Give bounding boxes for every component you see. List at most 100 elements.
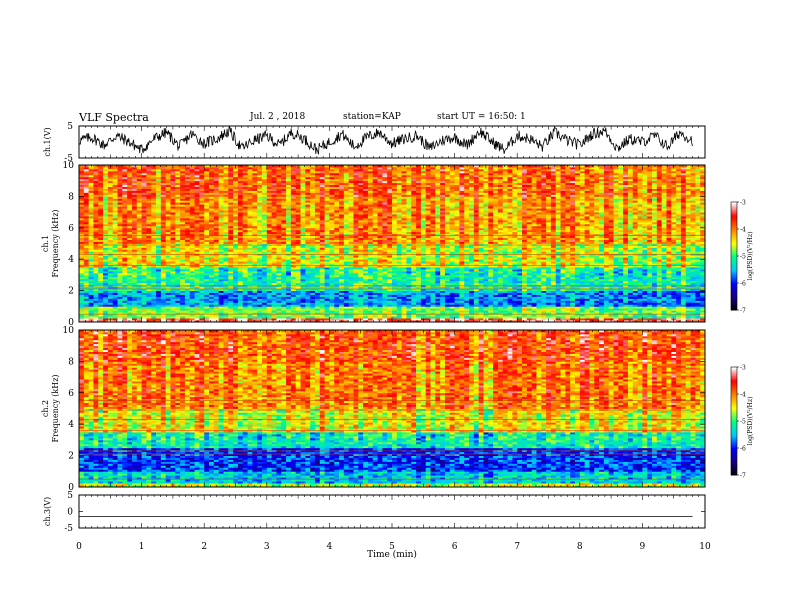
ch1-spec-cell <box>281 308 287 311</box>
ch1-spec-cell <box>647 314 653 317</box>
ch1-spec-cell <box>483 302 489 305</box>
ch1-spec-cell <box>680 294 687 297</box>
ch1-spec-cell <box>237 257 244 260</box>
ch1-spec-cell <box>175 296 181 299</box>
ch1-spec-cell <box>473 310 480 313</box>
ch1-spec-cell <box>189 302 195 305</box>
ch1-spec-cell <box>473 292 480 295</box>
ch1-spec-cell <box>156 288 162 291</box>
ch1-spec-cell <box>117 314 123 317</box>
ch1-spec-cell <box>136 249 142 252</box>
ch1-spec-cell <box>603 300 610 303</box>
ch1-spec-cell <box>151 255 157 258</box>
ch1-spec-cell <box>603 280 610 284</box>
ch1-spec-cell <box>290 296 297 299</box>
ch1-spec-cell <box>180 261 186 264</box>
ch1-spec-cell <box>502 288 508 291</box>
ch1-spec-cell <box>209 255 215 258</box>
ch1-spec-cell <box>363 274 369 278</box>
ch1-spec-cell <box>647 265 653 268</box>
ch1-spec-cell <box>507 294 513 297</box>
ch1-spec-cell <box>122 255 128 258</box>
ch1-spec-cell <box>671 261 677 264</box>
ch1-spec-cell <box>367 251 374 254</box>
ch1-spec-cell <box>286 267 292 270</box>
ch1-spec-cell <box>473 270 480 274</box>
ch1-spec-cell <box>372 263 378 266</box>
ch1-spec-cell <box>112 298 118 301</box>
ch1-spec-cell <box>497 312 504 315</box>
ch1-spec-cell <box>83 290 90 293</box>
ch1-spec-cell <box>257 274 263 278</box>
ch1-spec-cell <box>175 276 181 280</box>
ch1-spec-cell <box>411 261 417 264</box>
ch1-spec-cell <box>488 249 494 252</box>
ch1-spec-cell <box>343 298 350 301</box>
ch1-spec-cell <box>88 263 94 266</box>
ch1-spec-cell <box>411 294 417 297</box>
ch1-spec-cell <box>502 270 508 274</box>
ch1-spec-cell <box>319 304 325 307</box>
ch1-spec-cell <box>300 269 306 272</box>
ch1-spec-cell <box>377 282 383 286</box>
ch1-spec-cell <box>632 257 638 260</box>
ch1-spec-cell <box>372 272 378 276</box>
ch1-spec-cell <box>184 255 191 258</box>
ch1-spec-cell <box>531 298 537 301</box>
ch1-spec-cell <box>184 270 191 274</box>
ch1-spec-cell <box>257 288 263 291</box>
ch1-spec-cell <box>160 296 167 299</box>
ch1-spec-cell <box>531 261 537 264</box>
ch1-spec-cell <box>348 316 354 319</box>
ch1-spec-cell <box>165 257 171 260</box>
ch1-spec-cell <box>83 267 90 270</box>
ch1-spec-cell <box>526 314 533 317</box>
ch1-spec-cell <box>146 292 152 295</box>
ch1-spec-cell <box>281 312 287 315</box>
ch1-spec-cell <box>300 296 306 299</box>
ch1-spec-cell <box>261 320 268 323</box>
ch1-spec-cell <box>584 278 590 282</box>
ch1-spec-cell <box>695 320 701 323</box>
ch1-spec-cell <box>233 259 239 262</box>
ch1-spec-cell <box>266 274 273 278</box>
ch1-spec-cell <box>690 308 696 311</box>
ch1-spec-cell <box>420 292 427 295</box>
ch1-spec-cell <box>180 310 186 313</box>
ch1-spec-cell <box>618 290 624 293</box>
ch1-spec-cell <box>570 312 576 315</box>
ch1-spec-cell <box>522 316 528 319</box>
ch1-spec-cell <box>247 257 253 260</box>
ch1-spec-cell <box>112 302 118 305</box>
ch1-spec-cell <box>589 249 595 252</box>
ch1-spec-cell <box>579 280 586 284</box>
ch1-spec-cell <box>623 261 629 264</box>
ch1-spec-cell <box>310 261 316 264</box>
ch1-spec-cell <box>122 286 128 290</box>
ch1-spec-cell <box>676 300 682 303</box>
ch1-spec-cell <box>396 255 403 258</box>
ch1-spec-cell <box>517 298 523 301</box>
ch1-spec-cell <box>536 314 542 317</box>
ch1-spec-cell <box>454 257 460 260</box>
ch1-spec-cell <box>647 270 653 274</box>
ch1-spec-cell <box>656 257 663 260</box>
ch1-spec-cell <box>310 316 316 319</box>
ch1-spec-cell <box>175 272 181 276</box>
ch1-spec-cell <box>358 312 364 315</box>
ch1-spec-cell <box>526 269 533 272</box>
ch1-spec-cell <box>584 294 590 297</box>
ch1-spec-cell <box>160 300 167 303</box>
ch1-spec-cell <box>324 310 330 313</box>
ch1-spec-cell <box>642 263 648 266</box>
ch1-spec-cell <box>252 259 258 262</box>
ch1-spec-cell <box>416 294 422 297</box>
ch1-spec-cell <box>334 267 340 270</box>
ch1-spec-cell <box>656 274 663 278</box>
ch1-spec-cell <box>531 312 537 315</box>
ch1-spec-cell <box>93 272 99 276</box>
ch1-spec-cell <box>661 267 667 270</box>
ch1-spec-cell <box>247 255 253 258</box>
ch1-spec-cell <box>550 302 557 305</box>
ch1-spec-cell <box>276 302 282 305</box>
